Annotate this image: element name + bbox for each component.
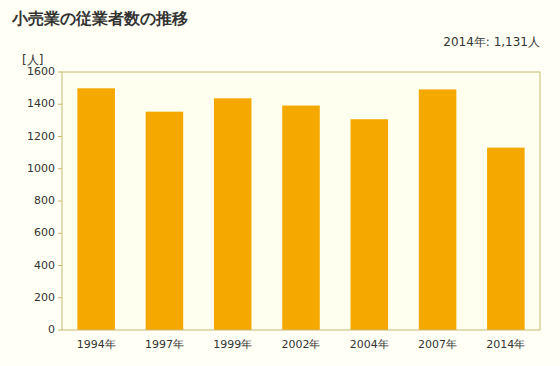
bar bbox=[77, 88, 115, 330]
x-tick-label: 2004年 bbox=[350, 338, 389, 351]
plot-background bbox=[62, 72, 540, 330]
x-tick-label: 1997年 bbox=[145, 338, 184, 351]
bar bbox=[419, 89, 457, 330]
bar bbox=[487, 148, 525, 330]
x-tick-label: 1994年 bbox=[77, 338, 116, 351]
bar bbox=[351, 119, 389, 330]
y-tick-label: 200 bbox=[34, 291, 55, 304]
y-tick bbox=[58, 104, 62, 105]
bar bbox=[282, 106, 320, 330]
y-tick bbox=[58, 233, 62, 234]
x-tick-label: 2014年 bbox=[486, 338, 525, 351]
x-tick-label: 1999年 bbox=[213, 338, 252, 351]
y-tick-label: 600 bbox=[34, 226, 55, 239]
bars bbox=[77, 88, 524, 330]
bar bbox=[146, 112, 184, 330]
page: {"chart_data": {"type": "bar", "title": … bbox=[0, 0, 560, 366]
y-tick-label: 1200 bbox=[27, 130, 55, 143]
title: 小売業の従業者数の推移 bbox=[11, 9, 188, 28]
plot-frame bbox=[62, 72, 540, 330]
y-tick-label: 0 bbox=[48, 323, 55, 336]
y-tick bbox=[58, 72, 62, 73]
x-tick-label: 2007年 bbox=[418, 338, 457, 351]
annotation: 2014年: 1,131人 bbox=[443, 35, 540, 49]
y-tick-label: 1400 bbox=[27, 97, 55, 110]
y-tick bbox=[58, 201, 62, 202]
y-tick bbox=[58, 330, 62, 331]
y-tick bbox=[58, 136, 62, 137]
chart-container: 020040060080010001200140016001994年1997年1… bbox=[0, 0, 560, 366]
y-tick bbox=[58, 265, 62, 266]
y-tick bbox=[58, 168, 62, 169]
y-tick-label: 400 bbox=[34, 259, 55, 272]
y-axis-label: [人] bbox=[22, 53, 43, 67]
chart-svg: 020040060080010001200140016001994年1997年1… bbox=[0, 0, 560, 366]
y-tick-label: 1000 bbox=[27, 162, 55, 175]
x-tick-label: 2002年 bbox=[282, 338, 321, 351]
y-tick-label: 800 bbox=[34, 194, 55, 207]
bar bbox=[214, 98, 252, 330]
y-tick bbox=[58, 297, 62, 298]
